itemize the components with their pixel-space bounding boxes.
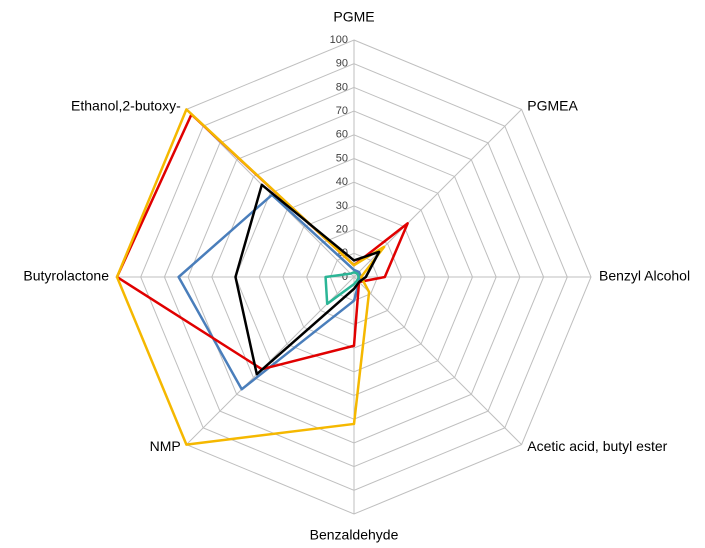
category-label: Acetic acid, butyl ester <box>527 438 667 454</box>
series-line <box>115 113 409 371</box>
category-label: NMP <box>150 438 181 454</box>
tick-label: 70 <box>336 105 348 117</box>
tick-label: 80 <box>336 81 348 93</box>
axis-spoke <box>353 276 522 445</box>
tick-label: 40 <box>336 176 348 188</box>
category-label: PGMEA <box>527 97 578 113</box>
category-label: Butyrolactone <box>23 268 109 284</box>
category-label: Benzyl Alcohol <box>599 268 690 284</box>
series-line <box>177 193 363 391</box>
series-line <box>324 271 360 306</box>
tick-label: 30 <box>336 200 348 212</box>
category-label: PGME <box>333 9 374 25</box>
category-label: Benzaldehyde <box>310 527 399 543</box>
category-label: Ethanol,2-butoxy- <box>71 97 181 113</box>
tick-label: 20 <box>336 224 348 236</box>
tick-label: 50 <box>336 152 348 164</box>
tick-label: 100 <box>330 34 348 46</box>
tick-label: 90 <box>336 58 348 70</box>
tick-label: 60 <box>336 129 348 141</box>
series-line <box>234 183 381 376</box>
tick-label: 0 <box>342 271 348 283</box>
